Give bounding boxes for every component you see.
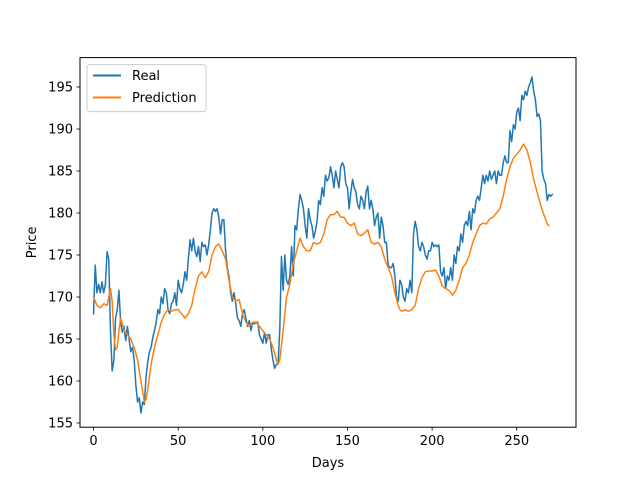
- series-line-real: [92, 76, 554, 414]
- plot-frame: [79, 57, 577, 428]
- x-tick-label: 0: [89, 434, 97, 449]
- x-tick-label: 50: [170, 434, 187, 449]
- y-tick-label: 175: [48, 249, 73, 264]
- y-tick-label: 155: [48, 417, 73, 432]
- legend: Real Prediction: [86, 64, 207, 113]
- legend-label-prediction: Prediction: [132, 91, 197, 106]
- x-tick-label: 150: [335, 434, 360, 449]
- y-axis-label: Price: [25, 227, 40, 259]
- legend-label-real: Real: [132, 69, 160, 84]
- x-tick-label: 250: [504, 434, 529, 449]
- y-tick-label: 160: [48, 375, 73, 390]
- series-layer: [92, 76, 554, 414]
- y-tick-label: 165: [48, 333, 73, 348]
- x-axis: 0 50 100 150 200 250: [89, 427, 529, 449]
- y-tick-label: 195: [48, 81, 73, 96]
- y-tick-label: 185: [48, 165, 73, 180]
- y-tick-label: 170: [48, 291, 73, 306]
- x-axis-label: Days: [312, 456, 345, 471]
- y-tick-label: 180: [48, 207, 73, 222]
- x-tick-label: 200: [420, 434, 445, 449]
- y-axis: 155 160 165 170 175 180 185 190 195: [48, 81, 80, 432]
- series-line-prediction: [92, 143, 550, 403]
- y-tick-label: 190: [48, 123, 73, 138]
- x-tick-label: 100: [250, 434, 275, 449]
